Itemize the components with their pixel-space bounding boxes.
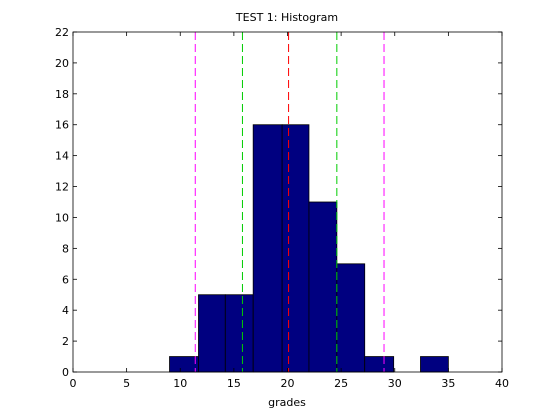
y-tick-label: 12 xyxy=(55,181,69,194)
histogram-bar-1 xyxy=(169,356,199,373)
x-tick-label: 5 xyxy=(123,377,130,390)
histogram-bar-2 xyxy=(198,294,226,373)
histogram-bar-4 xyxy=(252,124,283,373)
histogram-bar-7 xyxy=(336,263,366,373)
x-tick-label: 35 xyxy=(441,377,455,390)
x-tick-label: 40 xyxy=(495,377,509,390)
x-tick-label: 10 xyxy=(173,377,187,390)
y-axis: 0 2 4 6 8 10 12 14 16 18 20 22 xyxy=(55,26,502,379)
bar-group xyxy=(169,124,449,373)
x-tick-label: 0 xyxy=(70,377,77,390)
histogram-bar-6 xyxy=(308,201,338,373)
x-tick-label: 20 xyxy=(281,377,295,390)
y-tick-label: 10 xyxy=(55,211,69,224)
x-tick-label: 25 xyxy=(334,377,348,390)
histogram-bar-8 xyxy=(364,356,395,373)
y-tick-label: 2 xyxy=(62,335,69,348)
y-tick-label: 0 xyxy=(62,366,69,379)
y-tick-label: 16 xyxy=(55,119,69,132)
reference-line-group xyxy=(194,32,385,372)
histogram-bar-3 xyxy=(224,294,254,373)
x-axis-label: grades xyxy=(268,396,306,409)
x-tick-label: 15 xyxy=(227,377,241,390)
y-tick-label: 14 xyxy=(55,150,69,163)
histogram-bar-10 xyxy=(420,356,449,373)
y-tick-label: 6 xyxy=(62,273,69,286)
histogram-bar-5 xyxy=(281,124,310,373)
y-tick-label: 18 xyxy=(55,88,69,101)
x-axis: 0 5 10 15 20 25 30 35 40 xyxy=(70,32,509,390)
y-tick-label: 8 xyxy=(62,242,69,255)
y-tick-label: 22 xyxy=(55,26,69,39)
x-tick-label: 30 xyxy=(388,377,402,390)
chart-title: TEST 1: Histogram xyxy=(235,11,338,24)
y-tick-label: 20 xyxy=(55,57,69,70)
y-tick-label: 4 xyxy=(62,304,69,317)
